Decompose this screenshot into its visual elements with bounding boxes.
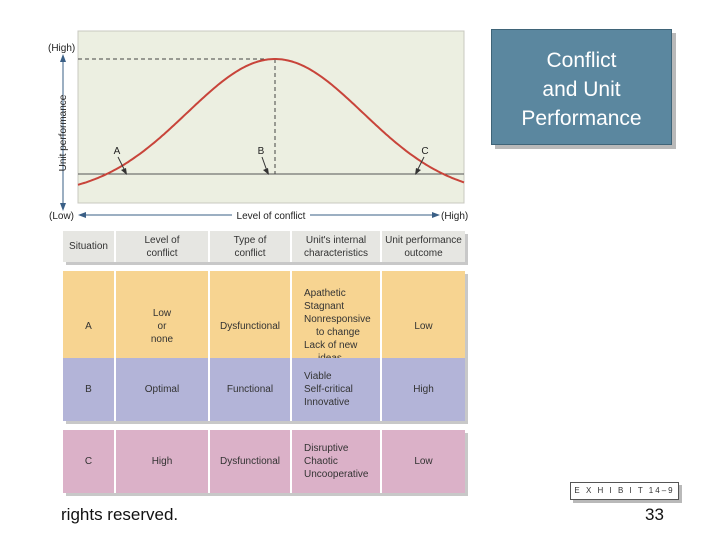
y-axis-label: Unit performance (58, 94, 69, 171)
slide-title: Conflict and Unit Performance (491, 29, 672, 145)
x-high-label: (High) (441, 211, 468, 222)
y-axis-arrowhead-down (60, 203, 66, 211)
x-axis-arrowhead-right (432, 212, 440, 218)
exhibit-label: E X H I B I T 14–9 (570, 482, 679, 500)
slide-title-line-3: Performance (521, 107, 642, 130)
page-number: 33 (645, 505, 664, 524)
header-characteristics: Unit's internal characteristics (292, 231, 382, 262)
table-row-c: C High Dysfunctional Disruptive Chaotic … (63, 430, 465, 493)
cell-situation-c: C (63, 430, 116, 493)
point-label-b: B (258, 146, 265, 157)
header-situation: Situation (63, 231, 116, 262)
x-axis-arrowhead-left (78, 212, 86, 218)
cell-type-a: Dysfunctional (210, 271, 292, 381)
point-label-a: A (114, 146, 121, 157)
header-type: Type of conflict (210, 231, 292, 262)
header-level: Level of conflict (116, 231, 210, 262)
table-header-row: Situation Level of conflict Type of confli… (63, 231, 465, 262)
point-label-c: C (421, 146, 428, 157)
cell-characteristics-b: Viable Self-critical Innovative (292, 358, 382, 421)
cell-situation-a: A (63, 271, 116, 381)
cell-outcome-a: Low (414, 320, 433, 332)
header-outcome: Unit performance outcome (385, 234, 462, 259)
y-high-label: (High) (48, 43, 75, 54)
cell-outcome-b: High (413, 384, 434, 395)
x-axis-label: Level of conflict (237, 211, 306, 222)
pointer-a (117, 156, 126, 172)
cell-level-b: Optimal (116, 358, 210, 421)
y-axis-arrowhead-up (60, 54, 66, 62)
x-low-label: (Low) (49, 211, 74, 222)
pointer-b (261, 156, 268, 172)
footer-copyright: rights reserved. (61, 505, 179, 524)
x-axis-label-bg (232, 208, 310, 222)
plot-area (77, 30, 465, 204)
cell-situation-b: B (63, 358, 116, 421)
table-row-b: B Optimal Functional Viable Self-critica… (63, 358, 465, 421)
pointer-c-arrowhead (415, 168, 421, 175)
cell-type-c: Dysfunctional (210, 430, 292, 493)
pointer-a-arrowhead (121, 168, 127, 175)
performance-curve (77, 58, 465, 186)
pointer-b-arrowhead (263, 168, 269, 175)
cell-characteristics-c: Disruptive Chaotic Uncooperative (292, 430, 382, 493)
slide-title-line-1: Conflict (546, 49, 617, 72)
cell-outcome-c: Low (414, 456, 433, 467)
cell-level-c: High (116, 430, 210, 493)
pointer-c (416, 156, 425, 172)
cell-level-a: Low or none (116, 271, 210, 381)
cell-type-b: Functional (210, 358, 292, 421)
slide-title-line-2: and Unit (542, 78, 621, 101)
